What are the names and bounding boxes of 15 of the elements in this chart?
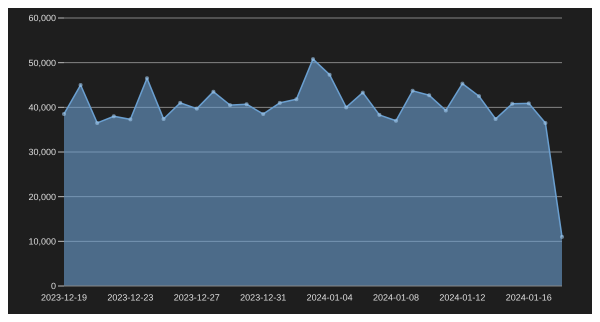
x-tick-label: 2024-01-16 <box>506 292 552 302</box>
y-tick-label: 30,000 <box>28 147 56 158</box>
y-tick-label: 10,000 <box>28 236 56 247</box>
x-tick-label: 2023-12-31 <box>240 292 286 302</box>
x-tick-label: 2023-12-23 <box>107 292 154 302</box>
x-tick-label: 2023-12-27 <box>174 292 220 302</box>
x-tick-label: 2024-01-12 <box>439 292 486 302</box>
y-tick-label: 0 <box>50 281 56 292</box>
y-tick-label: 40,000 <box>28 102 56 113</box>
x-tick-label: 2023-12-19 <box>40 292 88 302</box>
y-tick-label: 60,000 <box>28 13 56 24</box>
x-tick-label: 2024-01-08 <box>372 292 420 302</box>
x-tick-label: 2024-01-04 <box>306 292 353 302</box>
y-tick-label: 50,000 <box>28 58 56 68</box>
y-tick-label: 20,000 <box>28 192 56 202</box>
